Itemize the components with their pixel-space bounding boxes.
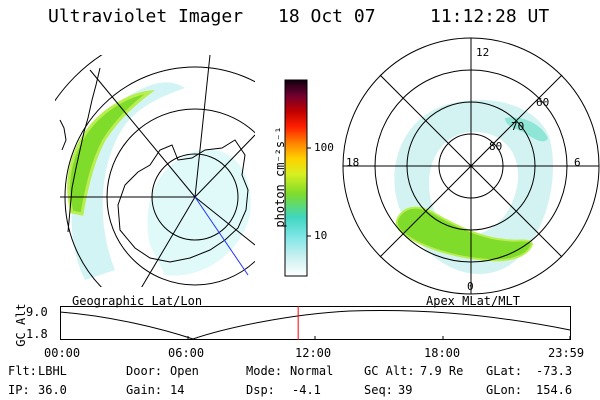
seq-value: 39 — [398, 383, 413, 397]
lon-line — [89, 69, 196, 198]
dsp-value: -4.1 — [292, 383, 321, 397]
lon-line — [141, 196, 196, 287]
mlt-label-0: 0 — [467, 280, 474, 293]
seq-label: Seq: — [364, 383, 393, 397]
altitude-ytick-1-8: 1.8 — [26, 327, 48, 341]
left-polar-cap-emission — [147, 149, 251, 276]
mlt-label-6: 6 — [574, 156, 581, 169]
coastline — [67, 67, 101, 233]
glat-label: GLat: — [486, 364, 523, 378]
lon-line — [194, 55, 211, 198]
apex-caption: Apex MLat/MLT — [426, 294, 520, 308]
altitude-xtick-0000: 00:00 — [44, 346, 81, 360]
observation-time: 11:12:28 UT — [430, 6, 550, 27]
colorbar-tick-100: 100 — [314, 141, 334, 154]
altitude-xtick-1200: 12:00 — [295, 346, 332, 360]
colorbar-tick-10: 10 — [314, 229, 328, 242]
ip-label: IP: — [8, 383, 30, 397]
app-title: Ultraviolet Imager — [48, 6, 244, 27]
coastline — [59, 119, 67, 151]
mode-value: Normal — [290, 364, 334, 378]
coastline — [117, 139, 249, 263]
lon-line — [194, 196, 255, 246]
right-auroral-band — [395, 206, 534, 262]
mlt-label-12: 12 — [476, 46, 490, 59]
gcalt-value: 7.9 Re — [420, 364, 464, 378]
dsp-label: Dsp: — [246, 383, 275, 397]
flt-value: LBHL — [38, 364, 67, 378]
gcalt-label: GC Alt: — [364, 364, 415, 378]
left-auroral-arc — [67, 90, 156, 216]
glon-label: GLon: — [486, 383, 523, 397]
gain-label: Gain: — [126, 383, 163, 397]
nadir-track — [194, 196, 249, 276]
door-value: Open — [170, 364, 199, 378]
altitude-ytick-9: 9.0 — [26, 305, 48, 319]
mlat-label-60: 60 — [536, 96, 550, 109]
right-upper-arc — [505, 117, 548, 142]
door-label: Door: — [126, 364, 163, 378]
mlt-line — [379, 74, 563, 258]
glat-value: -73.3 — [536, 364, 573, 378]
altitude-curve — [60, 309, 571, 340]
altitude-xtick-2359: 23:59 — [548, 346, 585, 360]
geographic-caption: Geographic Lat/Lon — [72, 294, 203, 308]
mlat-label-70: 70 — [511, 120, 525, 133]
observation-date: 18 Oct 07 — [278, 6, 376, 27]
ip-value: 36.0 — [38, 383, 67, 397]
lon-line — [194, 134, 255, 198]
mlt-label-18: 18 — [346, 156, 360, 169]
flt-label: Flt: — [8, 364, 37, 378]
mlat-label-80: 80 — [489, 140, 503, 153]
altitude-plot[interactable] — [60, 306, 580, 342]
gain-value: 14 — [170, 383, 185, 397]
altitude-xtick-0600: 06:00 — [168, 346, 205, 360]
mode-label: Mode: — [246, 364, 283, 378]
glon-value: 154.6 — [536, 383, 573, 397]
altitude-xtick-1800: 18:00 — [424, 346, 461, 360]
colorbar — [284, 79, 311, 277]
